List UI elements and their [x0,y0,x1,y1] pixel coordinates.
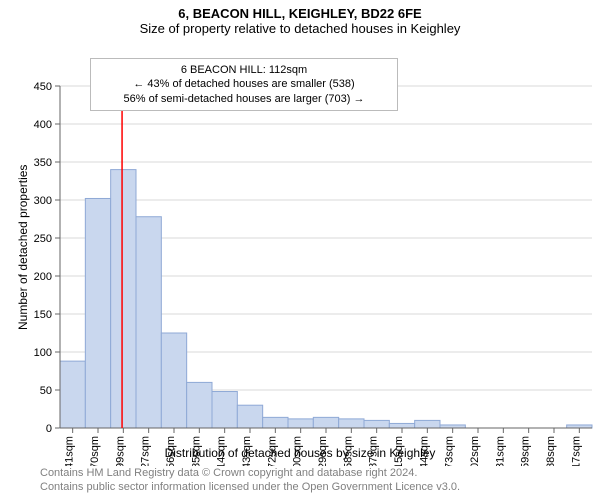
title-line-1: 6, BEACON HILL, KEIGHLEY, BD22 6FE [0,0,600,21]
y-tick-label: 250 [34,233,52,245]
y-tick-label: 150 [34,309,52,321]
histogram-bar [364,420,389,428]
footer: Contains HM Land Registry data © Crown c… [0,466,600,495]
y-tick-label: 200 [34,271,52,283]
histogram-bar [60,361,85,428]
histogram-bar [136,217,161,428]
y-axis-label: Number of detached properties [16,165,30,330]
callout-box: 6 BEACON HILL: 112sqm← 43% of detached h… [90,58,398,111]
callout-line-2: ← 43% of detached houses are smaller (53… [99,77,389,91]
callout-line-1: 6 BEACON HILL: 112sqm [99,63,389,77]
histogram-bar [313,417,338,428]
footer-line-2: Contains public sector information licen… [40,480,600,494]
callout-line-3: 56% of semi-detached houses are larger (… [99,92,389,106]
y-tick-label: 450 [34,81,52,93]
histogram-bar [389,423,414,428]
histogram-bar [263,417,288,428]
histogram-bar [187,382,212,428]
title-line-2: Size of property relative to detached ho… [0,21,600,36]
footer-line-1: Contains HM Land Registry data © Crown c… [40,466,600,480]
histogram-bar [415,420,440,428]
y-tick-label: 50 [40,385,52,397]
histogram-bar [288,419,313,428]
histogram-bar [111,170,136,428]
y-tick-label: 400 [34,119,52,131]
histogram-bar [212,392,237,428]
y-tick-label: 350 [34,157,52,169]
y-tick-label: 100 [34,347,52,359]
histogram-bar [237,405,262,428]
y-tick-label: 300 [34,195,52,207]
x-axis-label: Distribution of detached houses by size … [0,446,600,460]
y-tick-label: 0 [46,423,52,435]
histogram-bar [85,198,110,428]
histogram-bar [161,333,186,428]
histogram-bar [339,419,364,428]
